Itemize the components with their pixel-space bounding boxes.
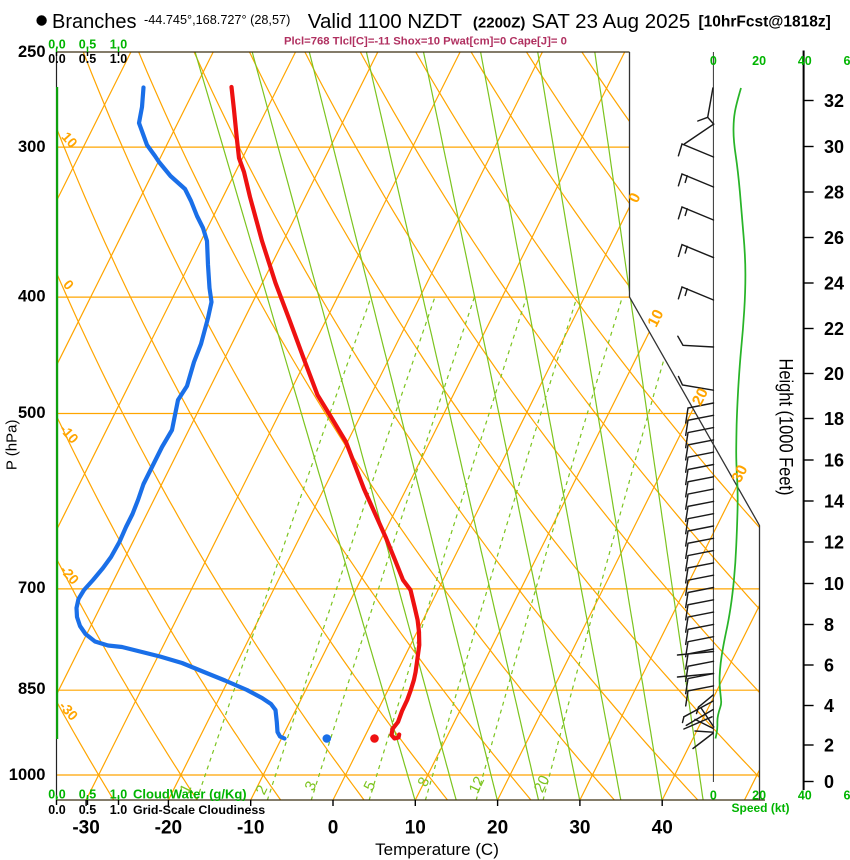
- svg-text:-20: -20: [155, 818, 182, 839]
- svg-text:20: 20: [531, 773, 554, 795]
- svg-text:24: 24: [824, 274, 844, 294]
- svg-text:SAT 23 Aug 2025: SAT 23 Aug 2025: [532, 10, 691, 33]
- svg-text:P (hPa): P (hPa): [4, 420, 21, 471]
- svg-text:Grid-Scale Cloudiness: Grid-Scale Cloudiness: [133, 803, 265, 817]
- svg-text:0.5: 0.5: [79, 788, 96, 802]
- svg-text:Height (1000 Feet): Height (1000 Feet): [775, 359, 796, 496]
- svg-text:40: 40: [798, 54, 812, 68]
- svg-text:400: 400: [18, 288, 46, 306]
- svg-text:0: 0: [710, 54, 717, 68]
- svg-text:1.0: 1.0: [110, 803, 127, 817]
- svg-text:500: 500: [18, 404, 46, 422]
- svg-text:Plcl=768 Tlcl[C]=-11 Shox=10 P: Plcl=768 Tlcl[C]=-11 Shox=10 Pwat[cm]=0 …: [284, 36, 567, 48]
- svg-text:0.0: 0.0: [48, 803, 65, 817]
- svg-text:0: 0: [710, 789, 717, 803]
- svg-text:28: 28: [824, 183, 844, 203]
- svg-text:1000: 1000: [9, 766, 46, 784]
- svg-text:850: 850: [18, 680, 46, 698]
- svg-text:0.5: 0.5: [79, 52, 96, 66]
- svg-text:4: 4: [824, 696, 834, 716]
- svg-text:0.5: 0.5: [79, 38, 96, 52]
- svg-text:60: 60: [844, 54, 850, 68]
- svg-text:12: 12: [466, 774, 489, 796]
- svg-text:10: 10: [645, 307, 668, 330]
- svg-text:16: 16: [824, 451, 844, 471]
- svg-text:0.0: 0.0: [48, 38, 65, 52]
- svg-text:60: 60: [844, 789, 850, 803]
- svg-text:0.5: 0.5: [79, 803, 96, 817]
- svg-text:40: 40: [798, 789, 812, 803]
- svg-text:1.0: 1.0: [110, 38, 127, 52]
- svg-text:10: 10: [824, 574, 844, 594]
- svg-text:[10hrFcst@1818z]: [10hrFcst@1818z]: [699, 14, 831, 31]
- svg-text:Temperature (C): Temperature (C): [375, 840, 499, 859]
- svg-text:6: 6: [824, 656, 834, 676]
- svg-text:2: 2: [824, 736, 834, 756]
- svg-text:1.0: 1.0: [110, 52, 127, 66]
- svg-text:22: 22: [824, 319, 844, 339]
- svg-text:32: 32: [824, 91, 844, 111]
- svg-text:0: 0: [328, 818, 339, 839]
- svg-text:20: 20: [487, 818, 508, 839]
- svg-text:20: 20: [752, 789, 766, 803]
- svg-text:-30: -30: [72, 818, 99, 839]
- svg-text:12: 12: [824, 533, 844, 553]
- svg-text:14: 14: [824, 492, 844, 512]
- svg-text:8: 8: [824, 615, 834, 635]
- svg-text:0.0: 0.0: [48, 788, 65, 802]
- svg-text:30: 30: [824, 137, 844, 157]
- svg-text:Valid 1100 NZDT: Valid 1100 NZDT: [308, 10, 463, 33]
- svg-text:0.0: 0.0: [48, 52, 65, 66]
- svg-text:26: 26: [824, 228, 844, 248]
- svg-text:300: 300: [18, 138, 46, 156]
- svg-text:10: 10: [405, 818, 426, 839]
- svg-text:20: 20: [752, 54, 766, 68]
- svg-text:CloudWater (g/Kg): CloudWater (g/Kg): [133, 787, 247, 802]
- svg-text:-10: -10: [237, 818, 264, 839]
- svg-text:20: 20: [689, 385, 712, 408]
- svg-text:1.0: 1.0: [110, 788, 127, 802]
- svg-text:30: 30: [729, 462, 752, 485]
- svg-text:30: 30: [569, 818, 590, 839]
- svg-text:700: 700: [18, 579, 46, 597]
- svg-text:250: 250: [18, 43, 46, 61]
- svg-text:40: 40: [652, 818, 673, 839]
- svg-text:18: 18: [824, 409, 844, 429]
- svg-text:Branches: Branches: [52, 11, 137, 33]
- svg-text:Speed (kt): Speed (kt): [731, 801, 789, 815]
- svg-text:0: 0: [824, 772, 834, 792]
- svg-text:(2200Z): (2200Z): [473, 15, 526, 32]
- svg-text:-44.745°,168.727° (28,57): -44.745°,168.727° (28,57): [144, 13, 290, 27]
- svg-text:20: 20: [824, 364, 844, 384]
